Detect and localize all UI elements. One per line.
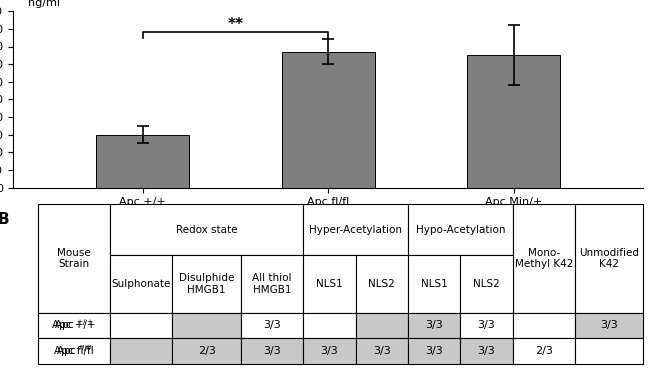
Bar (408, 204, 513, 255)
Bar (304, 313, 356, 338)
Text: 3/3: 3/3 (320, 346, 338, 356)
Text: 3/3: 3/3 (263, 346, 281, 356)
Bar (241, 313, 304, 338)
Text: Apc +/+: Apc +/+ (53, 321, 96, 330)
Bar (111, 338, 172, 364)
Text: All thiol
HMGB1: All thiol HMGB1 (252, 273, 292, 295)
Text: 3/3: 3/3 (478, 321, 495, 330)
Text: Disulphide
HMGB1: Disulphide HMGB1 (179, 273, 235, 295)
Text: 2/3: 2/3 (198, 346, 216, 356)
Bar (575, 204, 644, 313)
Text: 3/3: 3/3 (263, 321, 281, 330)
Bar (356, 255, 408, 313)
Bar (172, 255, 241, 313)
Bar (408, 255, 460, 313)
Text: Apc $^{fl/fl}$: Apc $^{fl/fl}$ (56, 343, 92, 359)
Bar (408, 313, 460, 338)
Bar (172, 338, 241, 364)
Bar (460, 255, 513, 313)
Bar (408, 338, 460, 364)
Bar (38, 313, 110, 338)
Text: 3/3: 3/3 (600, 321, 618, 330)
Bar (111, 204, 304, 255)
Text: NLS1: NLS1 (316, 279, 343, 289)
Text: NLS2: NLS2 (473, 279, 500, 289)
Text: ng/ml: ng/ml (28, 0, 60, 8)
Bar (38, 204, 110, 313)
Bar (460, 313, 513, 338)
Text: **: ** (227, 16, 244, 32)
Text: 3/3: 3/3 (373, 346, 391, 356)
Bar (513, 313, 575, 338)
Text: Redox state: Redox state (176, 225, 237, 235)
Bar (575, 313, 644, 338)
Bar (513, 338, 575, 364)
Text: B: B (0, 212, 9, 227)
Text: 3/3: 3/3 (478, 346, 495, 356)
Bar (111, 255, 172, 313)
Text: 3/3: 3/3 (425, 321, 443, 330)
Bar (460, 338, 513, 364)
Bar (356, 338, 408, 364)
Text: 2/3: 2/3 (535, 346, 552, 356)
Bar (111, 313, 172, 338)
Bar (38, 338, 110, 364)
Bar (356, 313, 408, 338)
Bar (241, 255, 304, 313)
Bar (304, 338, 356, 364)
Bar (282, 52, 374, 188)
Bar (304, 204, 408, 255)
Bar (304, 255, 356, 313)
Text: NLS2: NLS2 (369, 279, 395, 289)
Text: NLS1: NLS1 (421, 279, 447, 289)
Text: Hypo-Acetylation: Hypo-Acetylation (415, 225, 505, 235)
Bar (513, 204, 575, 313)
Text: 3/3: 3/3 (425, 346, 443, 356)
Text: Apc $^{+/+}$: Apc $^{+/+}$ (54, 318, 94, 333)
Text: Unmodified
K42: Unmodified K42 (579, 248, 639, 269)
Text: Mouse
Strain: Mouse Strain (57, 248, 91, 269)
Text: Mono-
Methyl K42: Mono- Methyl K42 (515, 248, 573, 269)
Bar (467, 56, 560, 188)
Bar (96, 135, 189, 188)
Bar (241, 338, 304, 364)
Bar (172, 313, 241, 338)
Bar (575, 338, 644, 364)
Text: Apc fl/fl: Apc fl/fl (55, 346, 94, 356)
Text: Sulphonate: Sulphonate (112, 279, 171, 289)
Text: Hyper-Acetylation: Hyper-Acetylation (309, 225, 402, 235)
